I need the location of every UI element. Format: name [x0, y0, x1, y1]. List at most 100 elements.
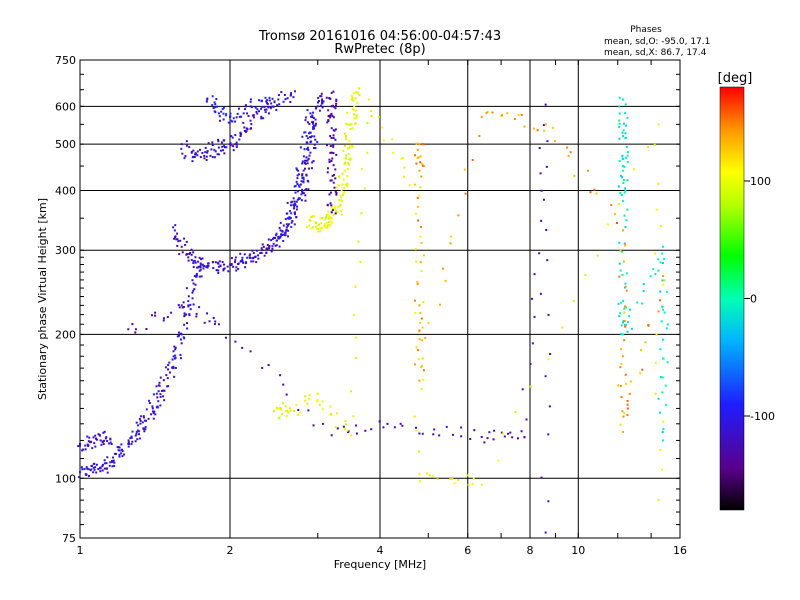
data-point — [305, 225, 308, 228]
data-point — [179, 239, 182, 242]
data-point — [329, 179, 332, 182]
data-point — [335, 193, 338, 196]
data-point — [267, 106, 270, 109]
data-point — [229, 142, 232, 145]
data-point — [217, 269, 220, 272]
data-point — [419, 321, 422, 324]
data-point — [196, 150, 199, 153]
data-point — [414, 426, 417, 429]
data-point — [319, 95, 322, 98]
data-point — [511, 436, 514, 439]
data-point — [424, 336, 427, 339]
data-point — [151, 410, 154, 413]
data-point — [214, 111, 217, 114]
data-point — [92, 462, 95, 465]
data-point — [256, 108, 259, 111]
data-point — [295, 215, 298, 218]
data-point — [533, 273, 536, 276]
data-point — [94, 466, 97, 469]
data-point — [332, 145, 335, 148]
data-point — [174, 356, 177, 359]
x-tick-label: 6 — [464, 544, 471, 557]
data-point — [359, 260, 362, 263]
data-point — [306, 162, 309, 165]
data-point — [138, 430, 141, 433]
data-point — [195, 274, 198, 277]
data-point — [321, 106, 324, 109]
data-point — [326, 204, 329, 207]
data-point — [621, 154, 624, 157]
data-point — [190, 248, 193, 251]
data-point — [240, 132, 243, 135]
data-point — [181, 152, 184, 155]
data-point — [220, 110, 223, 113]
data-point — [306, 402, 309, 405]
data-point — [517, 114, 520, 117]
data-point — [329, 151, 332, 154]
data-point — [663, 311, 666, 314]
data-point — [220, 141, 223, 144]
data-point — [302, 181, 305, 184]
data-point — [329, 145, 332, 148]
data-point — [620, 362, 623, 365]
data-point — [203, 321, 206, 324]
data-point — [290, 212, 293, 215]
data-point — [348, 123, 351, 126]
data-point — [112, 460, 115, 463]
data-point — [624, 132, 627, 135]
data-point — [194, 256, 197, 259]
data-point — [326, 225, 329, 228]
data-point — [188, 146, 191, 149]
data-point — [538, 147, 541, 150]
data-point — [283, 94, 286, 97]
data-point — [195, 272, 198, 275]
colorbar-tick-label: 100 — [750, 175, 771, 188]
data-point — [179, 353, 182, 356]
data-point — [213, 156, 216, 159]
data-point — [284, 231, 287, 234]
data-point — [195, 315, 198, 318]
data-point — [416, 283, 419, 286]
data-point — [277, 98, 280, 101]
data-point — [301, 160, 304, 163]
data-point — [640, 349, 643, 352]
data-point — [486, 110, 489, 113]
data-point — [657, 123, 660, 126]
data-point — [82, 448, 85, 451]
data-point — [77, 476, 80, 479]
y-tick-label: 300 — [55, 244, 76, 257]
data-point — [626, 407, 629, 410]
data-point — [178, 306, 181, 309]
data-point — [241, 260, 244, 263]
data-point — [250, 106, 253, 109]
data-point — [106, 456, 109, 459]
data-point — [472, 477, 475, 480]
data-point — [619, 249, 622, 252]
data-point — [358, 94, 361, 97]
data-point — [353, 105, 356, 108]
data-point — [624, 103, 627, 106]
data-point — [183, 337, 186, 340]
data-point — [622, 158, 625, 161]
data-point — [353, 314, 356, 317]
data-point — [222, 268, 225, 271]
data-point — [296, 182, 299, 185]
data-point — [320, 226, 323, 229]
data-point — [480, 435, 483, 438]
data-point — [293, 410, 296, 413]
data-point — [87, 468, 90, 471]
data-point — [422, 165, 425, 168]
data-point — [193, 274, 196, 277]
data-point — [211, 144, 214, 147]
data-point — [185, 313, 188, 316]
data-point — [243, 253, 246, 256]
data-point — [86, 467, 89, 470]
data-point — [542, 124, 545, 127]
data-point — [186, 253, 189, 256]
data-point — [315, 222, 318, 225]
data-point — [340, 210, 343, 213]
data-point — [334, 104, 337, 107]
data-point — [331, 207, 334, 210]
data-point — [329, 191, 332, 194]
data-point — [158, 381, 161, 384]
